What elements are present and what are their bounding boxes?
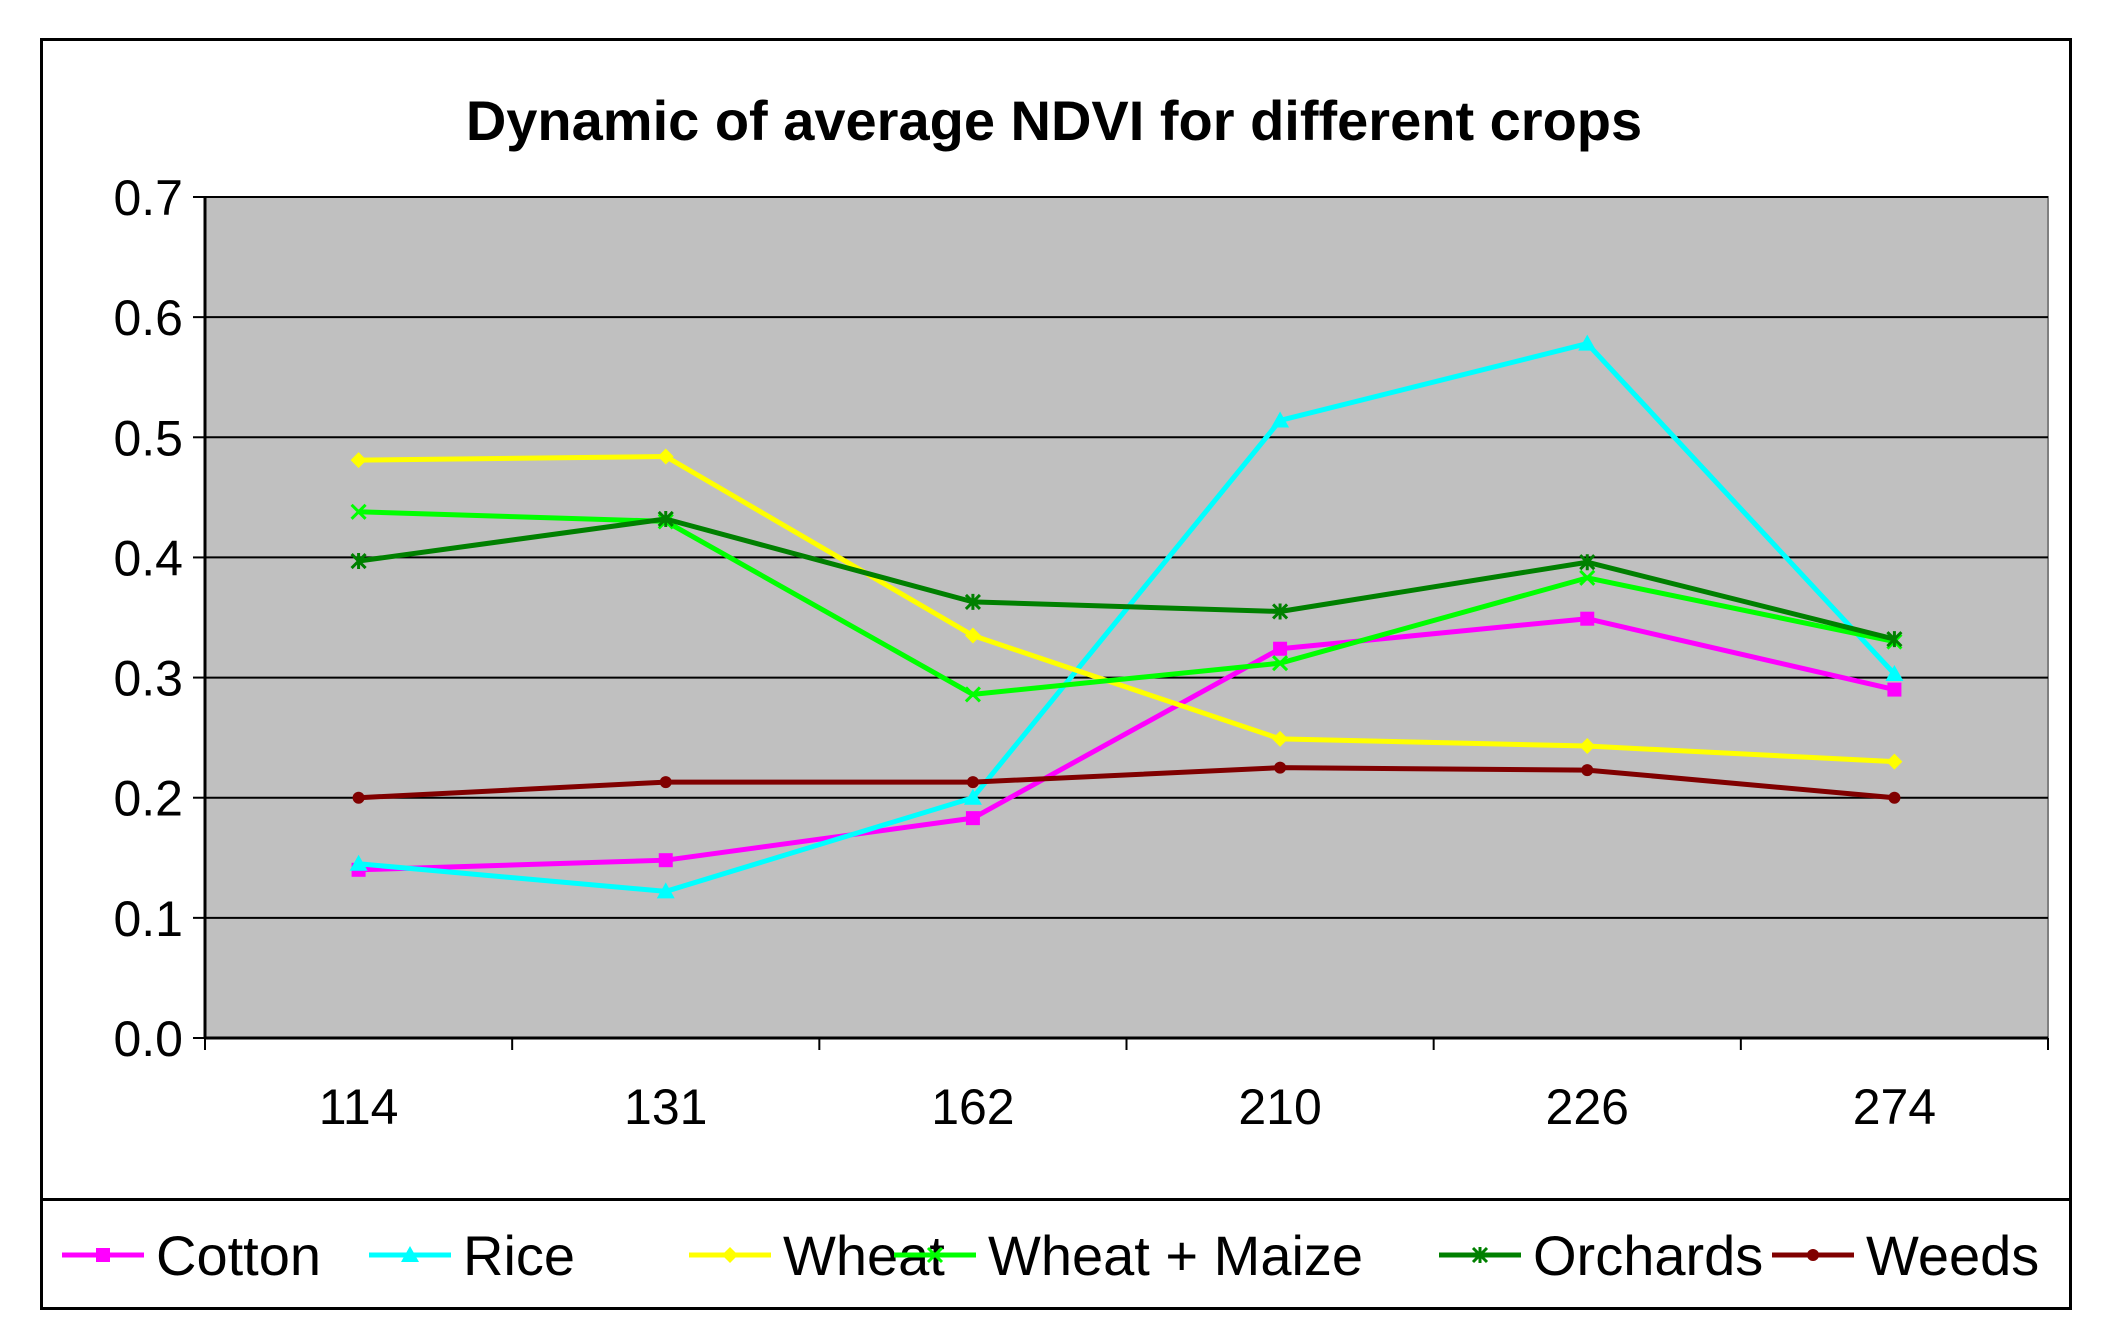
data-point-wheat xyxy=(1886,753,1903,770)
data-point-rice xyxy=(1271,411,1290,428)
series-layer xyxy=(349,334,1904,899)
data-point-cotton xyxy=(1887,682,1902,697)
x-tick-label: 274 xyxy=(1853,1079,1936,1135)
data-point-weeds xyxy=(966,776,979,789)
legend-swatch-orchards xyxy=(1439,1246,1521,1264)
data-point-wheat-maize xyxy=(964,686,981,703)
data-point-orchards xyxy=(657,510,674,528)
legend-swatch-wheat-maize xyxy=(894,1246,976,1264)
data-point-rice xyxy=(349,854,368,871)
y-tick-label: 0.3 xyxy=(113,651,183,707)
legend-swatch-wheat xyxy=(689,1247,771,1263)
data-point-orchards xyxy=(964,593,981,610)
y-tick-label: 0.1 xyxy=(113,891,183,947)
y-tick-label: 0.0 xyxy=(113,1011,183,1067)
legend-item-orchards: Orchards xyxy=(1435,1215,1763,1295)
x-tick-label: 162 xyxy=(931,1079,1014,1135)
data-point-orchards xyxy=(1272,603,1289,620)
legend-swatch-marker xyxy=(926,1246,944,1264)
x-tick-label: 226 xyxy=(1546,1079,1629,1135)
legend-label: Rice xyxy=(463,1223,576,1287)
legend-swatch-marker xyxy=(1471,1246,1489,1264)
legend-swatch-marker xyxy=(96,1248,110,1262)
y-tick-label: 0.4 xyxy=(113,530,183,586)
series-wheat xyxy=(350,448,1903,770)
series-line-cotton xyxy=(358,616,1895,873)
x-tick-label: 210 xyxy=(1238,1079,1321,1135)
data-point-wheat xyxy=(350,452,367,469)
legend-item-weeds: Weeds xyxy=(1768,1215,2039,1295)
legend-label: Orchards xyxy=(1533,1223,1764,1287)
series-line-wheat-maize xyxy=(358,509,1895,697)
legend-swatch-rice xyxy=(369,1246,451,1262)
series-orchards xyxy=(350,510,1903,648)
legend-swatch-marker xyxy=(722,1247,738,1263)
data-point-wheat xyxy=(964,627,981,644)
data-point-orchards xyxy=(350,552,367,570)
data-point-cotton xyxy=(1580,611,1595,626)
chart-title: Dynamic of average NDVI for different cr… xyxy=(465,89,1643,152)
data-point-cotton xyxy=(1273,641,1288,656)
series-line-wheat xyxy=(358,454,1895,765)
y-tick-label: 0.5 xyxy=(113,410,183,466)
y-tick-label: 0.2 xyxy=(113,771,183,827)
legend-item-cotton: Cotton xyxy=(58,1215,321,1295)
x-tick-label: 114 xyxy=(319,1079,399,1135)
legend-swatch-marker xyxy=(1807,1249,1819,1261)
data-point-wheat xyxy=(1579,738,1596,755)
data-point-rice xyxy=(963,788,982,805)
data-point-weeds xyxy=(1274,761,1287,774)
series-line-weeds xyxy=(358,765,1895,801)
series-line-orchards xyxy=(358,516,1896,642)
legend-swatch-cotton xyxy=(62,1248,144,1262)
legend-swatch-weeds xyxy=(1772,1249,1854,1261)
axes: 0.0 0.1 0.2 0.3 0.4 0.5 0.6 0.7 114 131 162 210 226 2… xyxy=(113,170,2049,1135)
y-tick-label: 0.6 xyxy=(113,290,183,346)
data-point-rice xyxy=(1578,334,1597,351)
data-point-wheat xyxy=(1272,730,1289,747)
data-point-wheat-maize xyxy=(1272,655,1289,672)
plot-area: 0.0 0.1 0.2 0.3 0.4 0.5 0.6 0.7 114 131 162 210 226 2… xyxy=(113,170,2049,1135)
data-point-weeds xyxy=(352,791,365,804)
legend-item-rice: Rice xyxy=(365,1215,575,1295)
data-point-wheat xyxy=(657,448,674,465)
x-tick-label: 131 xyxy=(624,1079,707,1135)
data-point-wheat-maize xyxy=(350,503,367,520)
data-point-cotton xyxy=(965,811,980,826)
legend-label: Wheat + Maize xyxy=(988,1223,1364,1287)
legend-label: Weeds xyxy=(1866,1223,2040,1287)
data-point-weeds xyxy=(1888,791,1901,804)
y-tick-label: 0.7 xyxy=(113,170,183,226)
legend-label: Cotton xyxy=(156,1223,321,1287)
data-point-orchards xyxy=(1886,631,1903,648)
data-point-wheat-maize xyxy=(1579,569,1596,586)
series-weeds xyxy=(352,761,1901,804)
data-point-orchards xyxy=(1579,554,1596,571)
data-point-cotton xyxy=(658,853,673,868)
legend: Cotton Rice Wheat Wheat + Maize Orchards Weed… xyxy=(40,1198,2072,1310)
data-point-weeds xyxy=(659,776,672,789)
data-point-weeds xyxy=(1581,764,1594,777)
data-point-rice xyxy=(1885,664,1904,681)
legend-item-wheat-maize: Wheat + Maize xyxy=(890,1215,1363,1295)
gridlines xyxy=(205,196,2048,919)
data-point-rice xyxy=(656,882,675,899)
legend-swatch-marker xyxy=(401,1246,419,1262)
